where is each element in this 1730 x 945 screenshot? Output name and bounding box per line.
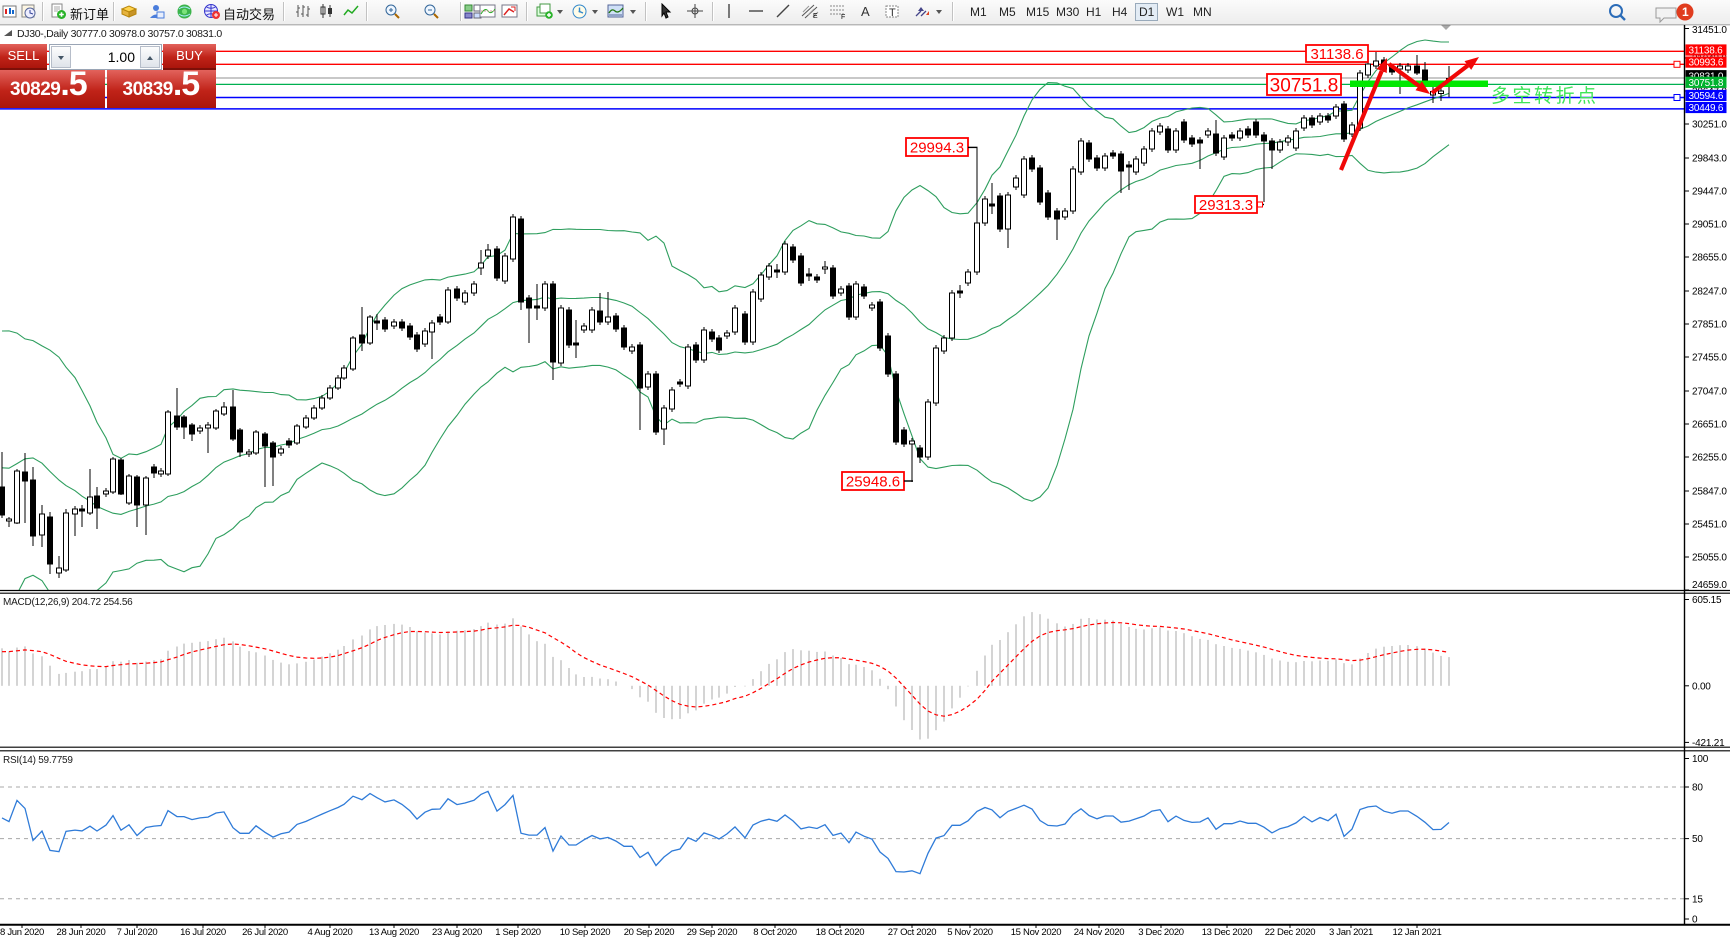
svg-text:31138.6: 31138.6	[1310, 46, 1363, 63]
svg-text:15: 15	[1692, 894, 1703, 905]
svg-text:4 Aug 2020: 4 Aug 2020	[307, 927, 352, 938]
svg-text:3 Jan 2021: 3 Jan 2021	[1329, 927, 1373, 938]
svg-text:25948.6: 25948.6	[846, 473, 900, 490]
svg-text:80: 80	[1692, 783, 1703, 794]
svg-text:25451.0: 25451.0	[1692, 520, 1727, 531]
svg-text:30751.8: 30751.8	[1270, 75, 1339, 96]
svg-text:12 Jan 2021: 12 Jan 2021	[1393, 927, 1442, 938]
svg-text:18 Oct 2020: 18 Oct 2020	[816, 927, 864, 938]
svg-text:31138.6: 31138.6	[1689, 46, 1724, 57]
svg-text:100: 100	[1692, 754, 1709, 765]
svg-text:28655.0: 28655.0	[1692, 253, 1727, 264]
svg-text:13 Aug 2020: 13 Aug 2020	[369, 927, 419, 938]
svg-text:27047.0: 27047.0	[1692, 387, 1727, 398]
svg-text:30993.6: 30993.6	[1689, 58, 1724, 69]
svg-text:30594.6: 30594.6	[1689, 91, 1724, 102]
svg-text:26 Jul 2020: 26 Jul 2020	[242, 927, 288, 938]
svg-text:29994.3: 29994.3	[910, 139, 964, 156]
svg-text:F: F	[841, 14, 845, 20]
svg-text:30251.0: 30251.0	[1692, 120, 1727, 131]
svg-text:8 Oct 2020: 8 Oct 2020	[753, 927, 796, 938]
svg-text:28247.0: 28247.0	[1692, 287, 1727, 298]
svg-text:MACD(12,26,9) 204.72 254.56: MACD(12,26,9) 204.72 254.56	[3, 597, 133, 608]
svg-text:29313.3: 29313.3	[1199, 197, 1253, 214]
svg-text:3 Dec 2020: 3 Dec 2020	[1138, 927, 1184, 938]
svg-text:605.15: 605.15	[1692, 595, 1722, 606]
svg-text:31451.0: 31451.0	[1692, 25, 1727, 36]
svg-text:28 Jun 2020: 28 Jun 2020	[57, 927, 106, 938]
svg-text:16 Jul 2020: 16 Jul 2020	[180, 927, 226, 938]
svg-text:22 Dec 2020: 22 Dec 2020	[1265, 927, 1316, 938]
svg-text:DJ30-,Daily 30777.0 30978.0 3: DJ30-,Daily 30777.0 30978.0 30757.0 3083…	[17, 28, 222, 40]
svg-text:15 Nov 2020: 15 Nov 2020	[1011, 927, 1062, 938]
svg-text:0.00: 0.00	[1692, 681, 1711, 692]
svg-text:30751.8: 30751.8	[1689, 78, 1724, 89]
svg-text:26255.0: 26255.0	[1692, 453, 1727, 464]
svg-text:24 Nov 2020: 24 Nov 2020	[1074, 927, 1125, 938]
svg-text:25055.0: 25055.0	[1692, 553, 1727, 564]
svg-text:1 Sep 2020: 1 Sep 2020	[495, 927, 541, 938]
svg-text:50: 50	[1692, 834, 1703, 845]
svg-text:27851.0: 27851.0	[1692, 320, 1727, 331]
svg-text:T: T	[889, 7, 896, 19]
svg-text:5 Nov 2020: 5 Nov 2020	[947, 927, 993, 938]
svg-text:27455.0: 27455.0	[1692, 353, 1727, 364]
svg-text:26651.0: 26651.0	[1692, 420, 1727, 431]
svg-text:-421.21: -421.21	[1692, 738, 1725, 749]
svg-text:10 Sep 2020: 10 Sep 2020	[560, 927, 611, 938]
svg-text:29051.0: 29051.0	[1692, 220, 1727, 231]
svg-text:29447.0: 29447.0	[1692, 187, 1727, 198]
svg-text:30449.6: 30449.6	[1689, 103, 1724, 114]
svg-text:20 Sep 2020: 20 Sep 2020	[624, 927, 675, 938]
svg-text:1: 1	[1682, 5, 1689, 19]
svg-text:8 Jun 2020: 8 Jun 2020	[0, 927, 44, 938]
svg-text:27 Oct 2020: 27 Oct 2020	[888, 927, 936, 938]
svg-text:7 Jul 2020: 7 Jul 2020	[117, 927, 158, 938]
svg-text:E: E	[813, 13, 818, 20]
svg-text:0: 0	[1692, 915, 1698, 926]
svg-text:23 Aug 2020: 23 Aug 2020	[432, 927, 482, 938]
svg-text:13 Dec 2020: 13 Dec 2020	[1202, 927, 1253, 938]
svg-text:多空转折点: 多空转折点	[1491, 85, 1599, 107]
svg-text:RSI(14) 59.7759: RSI(14) 59.7759	[3, 755, 73, 766]
svg-text:29843.0: 29843.0	[1692, 154, 1727, 165]
svg-text:A: A	[861, 4, 870, 19]
svg-text:29 Sep 2020: 29 Sep 2020	[687, 927, 738, 938]
svg-text:24659.0: 24659.0	[1692, 580, 1727, 591]
svg-text:25847.0: 25847.0	[1692, 487, 1727, 498]
